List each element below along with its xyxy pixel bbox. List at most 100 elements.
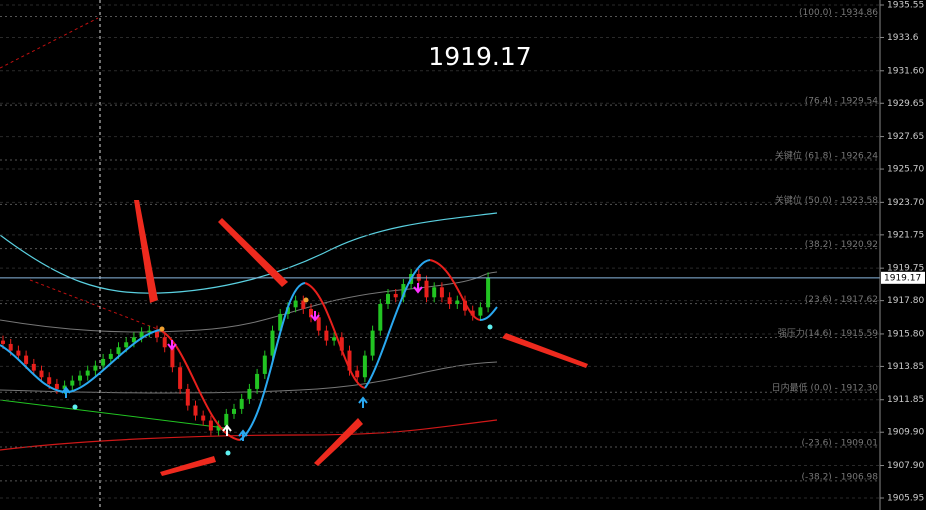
candle-body	[447, 297, 452, 304]
annotation-arrows	[134, 200, 588, 476]
price-tag	[881, 271, 925, 284]
candle-body	[155, 330, 159, 338]
buy-arrow	[238, 429, 248, 441]
candle-body	[432, 287, 437, 298]
y-tick-label: 1923.70	[887, 198, 924, 208]
red-band	[0, 419, 498, 451]
candle-body	[201, 415, 206, 421]
y-tick-label: 1905.95	[887, 494, 924, 504]
y-tick-label: 1915.80	[887, 329, 924, 339]
fib-label: (-23.6) - 1909.01	[802, 439, 879, 449]
candle-body	[24, 355, 29, 364]
buy-arrow	[61, 386, 71, 398]
signal-dot	[303, 297, 309, 303]
candle-body	[301, 300, 306, 309]
candle-body	[108, 353, 113, 359]
fib-label: (76.4) - 1929.54	[805, 97, 879, 107]
candle-body	[486, 277, 491, 308]
candle-body	[278, 313, 283, 331]
candle-body	[370, 330, 375, 356]
candle-body	[332, 337, 337, 341]
fib-label: (23.6) - 1917.62	[805, 295, 878, 305]
wave-down	[159, 329, 241, 441]
red-arrow	[218, 218, 288, 287]
sell-arrow	[310, 311, 320, 322]
candle-body	[309, 308, 313, 318]
candle-body	[378, 303, 383, 331]
signal-dot	[159, 326, 165, 332]
y-tick-label: 1907.90	[887, 461, 924, 471]
price-tag-label: 1919.17	[884, 273, 921, 283]
price-display: 1919.17	[428, 42, 531, 71]
candle-body	[362, 355, 367, 378]
y-tick-label: 1933.6	[887, 33, 919, 43]
signal-dot	[225, 450, 231, 456]
wave-up	[479, 306, 498, 321]
candle-body	[216, 425, 221, 431]
candle-body	[439, 287, 444, 298]
sell-arrow	[167, 340, 177, 351]
candle-body	[178, 367, 183, 389]
candle-body	[463, 300, 467, 311]
candle-body	[316, 317, 321, 331]
candle-body	[47, 377, 52, 384]
signals	[61, 283, 493, 456]
fib-label: 关键位 (61.8) - 1926.24	[775, 150, 878, 162]
red-arrow	[314, 418, 363, 466]
candle-body	[16, 350, 21, 356]
candle-body	[124, 342, 129, 348]
candle-body	[39, 370, 44, 378]
fib-label: 日内最低 (0.0) - 1912.30	[772, 382, 879, 394]
candle-body	[386, 293, 390, 304]
candle-body	[131, 337, 136, 343]
candle-body	[101, 358, 106, 366]
trend-line	[29, 279, 161, 331]
upper-band	[0, 212, 498, 294]
candle-body	[162, 337, 167, 348]
red-arrow	[502, 333, 588, 368]
y-tick-label: 1909.90	[887, 428, 924, 438]
fib-label: (-38.2) - 1906.98	[802, 472, 879, 482]
red-arrow	[134, 200, 158, 303]
candle-body	[1, 340, 5, 344]
candle-body	[424, 280, 429, 298]
y-tick-label: 1921.75	[887, 230, 924, 240]
fib-label: 关键位 (50.0) - 1923.58	[775, 194, 878, 206]
candle-body	[401, 283, 406, 298]
candle-body	[147, 330, 152, 333]
marks	[0, 4, 880, 499]
wave-down	[429, 259, 481, 321]
candle-body	[78, 375, 82, 381]
wave-up	[364, 259, 431, 389]
candle-body	[193, 405, 198, 416]
candle-body	[455, 300, 460, 304]
wave-up	[239, 282, 306, 441]
candle-body	[8, 343, 13, 351]
y-tick-label: 1929.65	[887, 99, 924, 109]
red-arrow	[160, 456, 216, 476]
candle-body	[293, 300, 298, 308]
y-tick-label: 1927.65	[887, 132, 924, 142]
candle-body	[139, 332, 144, 338]
y-tick-label: 1935.55	[887, 0, 924, 10]
buy-arrow	[222, 424, 232, 436]
fib-label: (38.2) - 1920.92	[805, 240, 878, 250]
y-tick-label: 1917.80	[887, 296, 924, 306]
candle-body	[70, 380, 75, 386]
candle-body	[232, 408, 236, 414]
candle-body	[285, 307, 290, 314]
signal-dot	[72, 404, 78, 410]
green-line	[0, 399, 226, 429]
candle-body	[239, 398, 244, 409]
candle-body	[255, 373, 260, 389]
y-tick-label: 1919.75	[887, 264, 924, 274]
candle-body	[339, 337, 344, 351]
candle-body	[93, 365, 98, 371]
candle-body	[347, 350, 352, 371]
candle-body	[170, 347, 175, 368]
candle-body	[262, 355, 267, 374]
indicators	[0, 0, 498, 510]
wave-down	[304, 282, 366, 389]
signal-dot	[487, 324, 493, 330]
